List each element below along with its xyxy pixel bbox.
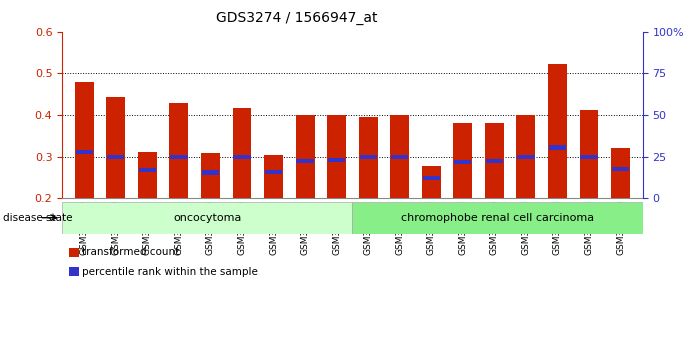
Bar bbox=[139, 168, 156, 172]
Bar bbox=[580, 155, 598, 159]
Bar bbox=[234, 155, 251, 159]
Bar bbox=[422, 166, 441, 198]
Bar bbox=[611, 148, 630, 198]
Bar bbox=[296, 159, 314, 163]
Bar bbox=[518, 155, 535, 159]
Bar bbox=[75, 150, 93, 154]
Bar bbox=[391, 155, 408, 159]
Bar bbox=[107, 155, 124, 159]
Text: transformed count: transformed count bbox=[82, 247, 179, 257]
Bar bbox=[202, 170, 219, 175]
Bar bbox=[612, 167, 630, 171]
Bar bbox=[327, 115, 346, 198]
Bar bbox=[486, 159, 503, 163]
Bar bbox=[453, 122, 472, 198]
Bar bbox=[359, 117, 378, 198]
Bar bbox=[75, 82, 94, 198]
Bar bbox=[138, 152, 157, 198]
Bar bbox=[169, 103, 189, 198]
Bar bbox=[170, 155, 187, 159]
Bar bbox=[390, 115, 409, 198]
Bar bbox=[359, 155, 377, 159]
Bar bbox=[454, 160, 471, 164]
Text: oncocytoma: oncocytoma bbox=[173, 213, 241, 223]
Text: chromophobe renal cell carcinoma: chromophobe renal cell carcinoma bbox=[401, 213, 594, 223]
Bar bbox=[485, 124, 504, 198]
Bar bbox=[233, 108, 252, 198]
Bar bbox=[264, 155, 283, 198]
Bar bbox=[580, 110, 598, 198]
Text: disease state: disease state bbox=[3, 213, 73, 223]
Bar bbox=[548, 64, 567, 198]
Bar bbox=[265, 170, 282, 174]
Bar bbox=[352, 202, 643, 234]
Bar bbox=[423, 176, 440, 180]
Bar bbox=[516, 115, 536, 198]
Bar bbox=[328, 158, 346, 162]
Bar bbox=[296, 115, 314, 198]
Bar bbox=[62, 202, 352, 234]
Bar bbox=[201, 153, 220, 198]
Bar bbox=[549, 145, 566, 150]
Bar bbox=[106, 97, 125, 198]
Text: GDS3274 / 1566947_at: GDS3274 / 1566947_at bbox=[216, 11, 378, 25]
Text: percentile rank within the sample: percentile rank within the sample bbox=[82, 267, 258, 276]
